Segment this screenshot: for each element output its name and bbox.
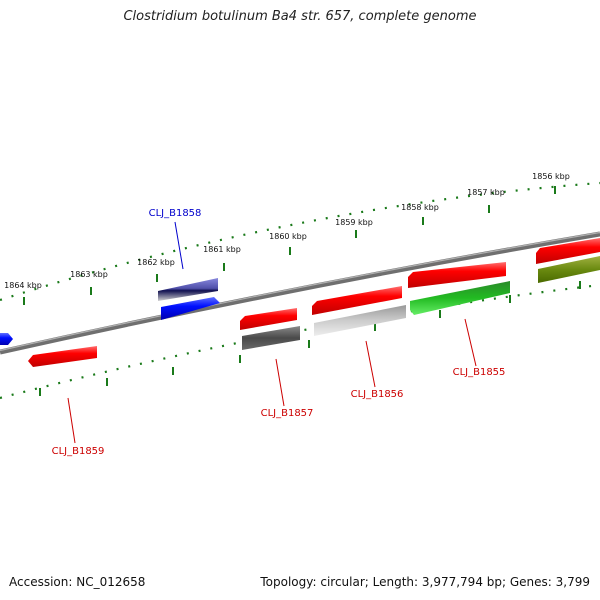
gene-block-blue[interactable] bbox=[161, 297, 220, 320]
gene-block-light-grey[interactable] bbox=[314, 305, 406, 336]
gene-label-clj-b1857[interactable]: CLJ_B1857 bbox=[261, 408, 314, 419]
gene-label-clj-b1856[interactable]: CLJ_B1856 bbox=[351, 389, 404, 400]
gene-label-clj-b1855[interactable]: CLJ_B1855 bbox=[453, 367, 506, 378]
genome-backbone bbox=[0, 231, 600, 355]
outer-ruler bbox=[0, 181, 600, 302]
map-title: Clostridium botulinum Ba4 str. 657, comp… bbox=[123, 9, 477, 24]
accession-text: Accession: NC_012658 bbox=[9, 575, 146, 589]
tick-label-1856: 1856 kbp bbox=[532, 172, 570, 181]
genome-summary-text: Topology: circular; Length: 3,977,794 bp… bbox=[260, 575, 590, 589]
gene-block-green[interactable] bbox=[410, 281, 510, 315]
tick-label-1861: 1861 kbp bbox=[203, 245, 241, 254]
gene-block-blue-edge[interactable] bbox=[0, 333, 13, 345]
leader-1859 bbox=[67, 397, 76, 444]
gene-block-cds-large[interactable] bbox=[408, 262, 506, 288]
gene-block-olive[interactable] bbox=[538, 256, 600, 283]
gene-block-dark-grey[interactable] bbox=[242, 326, 300, 350]
gene-block-cds-mid[interactable] bbox=[312, 286, 402, 315]
inner-major-ticks bbox=[39, 281, 581, 396]
gene-label-clj-b1858[interactable]: CLJ_B1858 bbox=[149, 208, 202, 219]
tick-label-1857: 1857 kbp bbox=[467, 188, 505, 197]
gene-block-cds-1859[interactable] bbox=[28, 346, 97, 367]
leader-1857 bbox=[275, 358, 285, 407]
gene-block-cds-1857[interactable] bbox=[240, 308, 297, 330]
tick-label-1862: 1862 kbp bbox=[137, 258, 175, 267]
outer-major-ticks bbox=[23, 186, 556, 305]
tick-label-1863: 1863 kbp bbox=[70, 270, 108, 279]
tick-label-1860: 1860 kbp bbox=[269, 232, 307, 241]
gene-block-cds-1858[interactable] bbox=[158, 278, 218, 301]
leader-1855 bbox=[464, 318, 477, 367]
tick-label-1859: 1859 kbp bbox=[335, 218, 373, 227]
gene-block-right-edge[interactable] bbox=[536, 238, 600, 264]
leader-1858 bbox=[174, 221, 184, 270]
tick-label-1864: 1864 kbp bbox=[4, 281, 42, 290]
tick-label-1858: 1858 kbp bbox=[401, 203, 439, 212]
gene-label-clj-b1859[interactable]: CLJ_B1859 bbox=[52, 446, 105, 457]
leader-1856 bbox=[365, 340, 376, 388]
